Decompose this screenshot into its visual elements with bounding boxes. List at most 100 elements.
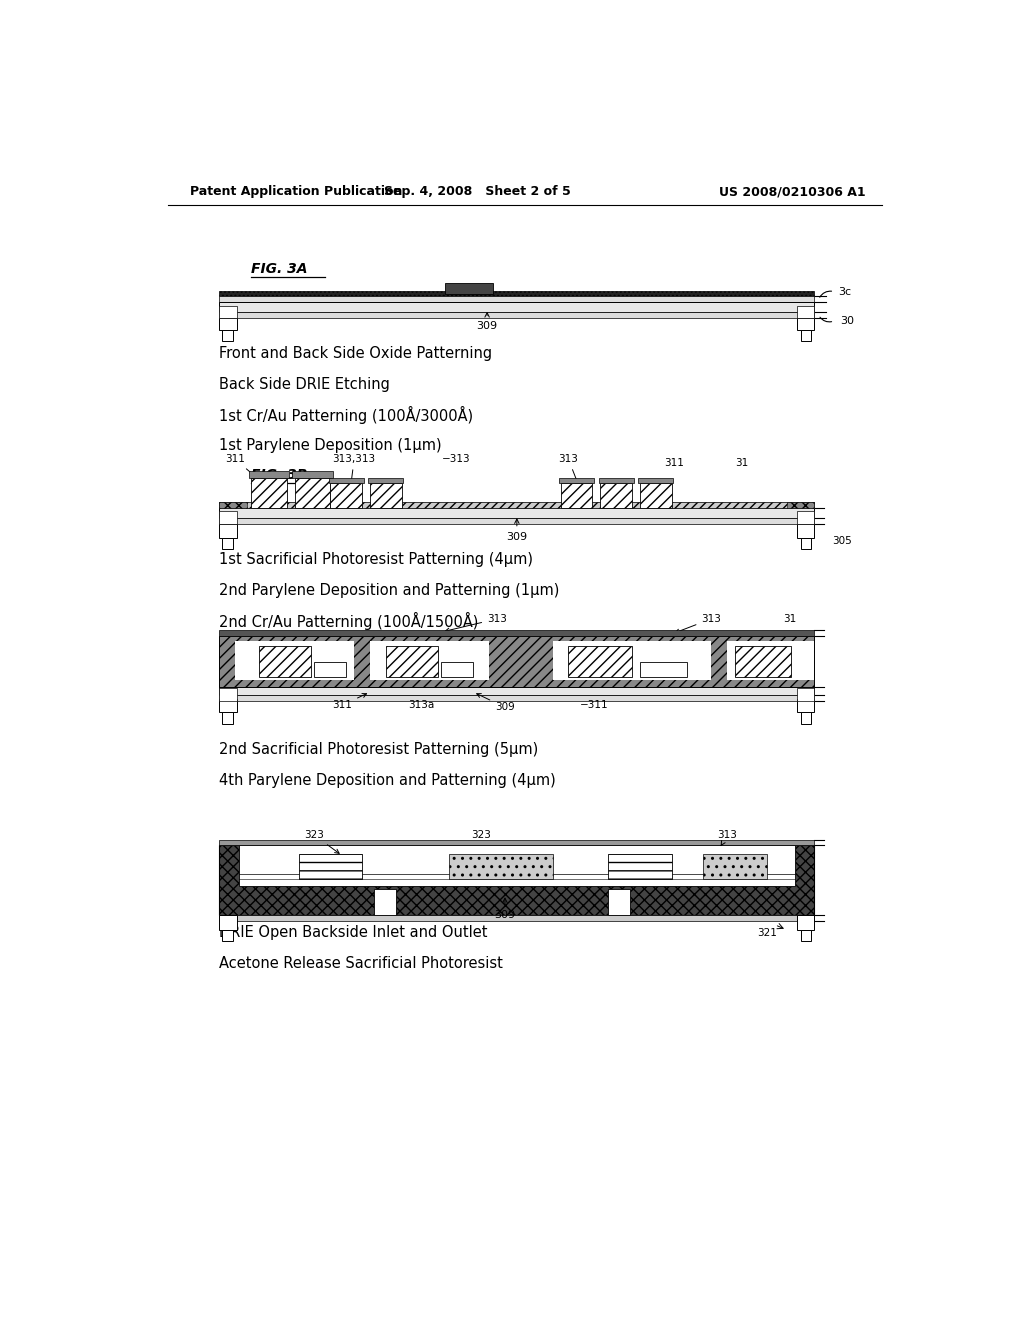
Text: 323: 323 [471, 830, 492, 841]
Bar [219, 290, 814, 296]
Text: 313: 313 [717, 830, 737, 846]
Text: 4th Parylene Deposition and Patterning (4μm): 4th Parylene Deposition and Patterning (… [219, 774, 556, 788]
Bar [295, 478, 331, 508]
Bar [735, 647, 791, 677]
Bar [608, 854, 672, 879]
Text: 2nd Parylene Deposition and Patterning (1μm): 2nd Parylene Deposition and Patterning (… [219, 583, 560, 598]
Bar [786, 502, 814, 508]
Text: FIG. 3A: FIG. 3A [251, 263, 307, 276]
Text: Sep. 4, 2008   Sheet 2 of 5: Sep. 4, 2008 Sheet 2 of 5 [384, 185, 570, 198]
Bar [219, 700, 237, 713]
Text: 1st Cr/Au Patterning (100Å/3000Å): 1st Cr/Au Patterning (100Å/3000Å) [219, 405, 473, 424]
Bar [553, 642, 712, 680]
Bar [219, 508, 814, 519]
Text: DRIE Open Backside Inlet and Outlet: DRIE Open Backside Inlet and Outlet [219, 925, 487, 940]
Bar [222, 330, 232, 342]
Bar [727, 642, 814, 680]
Text: 309: 309 [476, 313, 498, 331]
Bar [445, 284, 494, 293]
Text: FIG. 3B: FIG. 3B [251, 467, 307, 482]
Text: 311: 311 [225, 454, 268, 487]
Bar [236, 642, 354, 680]
Bar [801, 929, 811, 941]
Text: 3c: 3c [839, 286, 851, 297]
Text: 321: 321 [757, 928, 777, 939]
Bar [599, 478, 634, 483]
Text: 1st Parylene Deposition (1μm): 1st Parylene Deposition (1μm) [219, 437, 442, 453]
Text: FIG. 3C: FIG. 3C [251, 652, 307, 665]
Bar [640, 483, 672, 508]
Text: 309: 309 [477, 693, 515, 713]
Bar [369, 478, 403, 483]
Bar [386, 647, 437, 677]
Text: −313: −313 [441, 454, 470, 465]
Bar [450, 854, 553, 879]
Bar [703, 854, 767, 879]
Text: 313: 313 [675, 614, 721, 634]
Text: 309: 309 [506, 519, 527, 541]
Bar [259, 647, 310, 677]
Bar [219, 502, 814, 508]
Bar [219, 841, 814, 846]
Bar [219, 688, 237, 701]
Text: −311: −311 [581, 700, 609, 710]
Bar [797, 511, 814, 524]
Bar [219, 630, 814, 636]
Text: 305: 305 [831, 536, 852, 545]
Text: Back Side DRIE Etching: Back Side DRIE Etching [219, 376, 390, 392]
Bar [608, 890, 631, 915]
Bar [797, 524, 814, 537]
Text: 313: 313 [558, 454, 580, 486]
Bar [560, 483, 592, 508]
Text: 313: 313 [445, 614, 507, 632]
Text: 309: 309 [495, 898, 515, 920]
Bar [219, 636, 814, 686]
Text: US 2008/0210306 A1: US 2008/0210306 A1 [720, 185, 866, 198]
Bar [219, 318, 237, 330]
Bar [219, 502, 247, 508]
Bar [797, 700, 814, 713]
Text: Front and Back Side Oxide Patterning: Front and Back Side Oxide Patterning [219, 346, 493, 362]
Text: 313a: 313a [409, 700, 435, 710]
Bar [219, 306, 237, 318]
Bar [219, 502, 814, 508]
Bar [640, 661, 687, 677]
Bar [314, 661, 346, 677]
Bar [559, 478, 594, 483]
Bar [222, 713, 232, 723]
Text: Acetone Release Sacrificial Photoresist: Acetone Release Sacrificial Photoresist [219, 956, 503, 972]
Bar [219, 302, 814, 312]
Text: 31: 31 [735, 458, 749, 469]
Bar [251, 478, 287, 508]
Bar [801, 330, 811, 342]
Text: 1st Sacrificial Photoresist Patterning (4μm): 1st Sacrificial Photoresist Patterning (… [219, 552, 534, 568]
Text: 313,313: 313,313 [333, 454, 376, 486]
Bar [801, 713, 811, 723]
Bar [222, 537, 232, 549]
Bar [219, 915, 814, 921]
Bar [219, 312, 814, 318]
Bar [797, 688, 814, 701]
Bar [797, 306, 814, 318]
Bar [797, 915, 814, 929]
Bar [370, 642, 489, 680]
Bar [219, 524, 237, 537]
Bar [638, 478, 673, 483]
Text: 30: 30 [841, 315, 855, 326]
Text: 31: 31 [782, 614, 796, 624]
Bar [329, 478, 364, 483]
Bar [292, 471, 333, 478]
Text: 2nd Cr/Au Patterning (100Å/1500Å): 2nd Cr/Au Patterning (100Å/1500Å) [219, 612, 478, 630]
Bar [219, 296, 814, 302]
Bar [374, 890, 396, 915]
Text: 2nd Sacrificial Photoresist Patterning (5μm): 2nd Sacrificial Photoresist Patterning (… [219, 742, 539, 758]
Text: 3rd Parylene Deposition and Patterning (1μm): 3rd Parylene Deposition and Patterning (… [219, 644, 556, 659]
Bar [801, 537, 811, 549]
Bar [219, 511, 237, 524]
Bar [299, 854, 362, 879]
Bar [331, 483, 362, 508]
Bar [240, 846, 795, 886]
Bar [219, 519, 814, 524]
Bar [222, 929, 232, 941]
Bar [219, 846, 814, 915]
